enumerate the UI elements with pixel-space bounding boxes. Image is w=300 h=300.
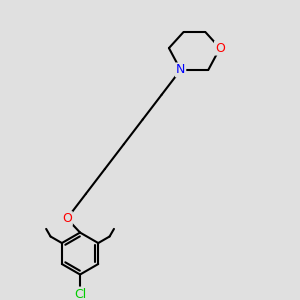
Text: O: O	[62, 212, 72, 225]
Text: N: N	[176, 63, 185, 76]
Text: Cl: Cl	[74, 287, 86, 300]
Text: O: O	[215, 42, 225, 55]
